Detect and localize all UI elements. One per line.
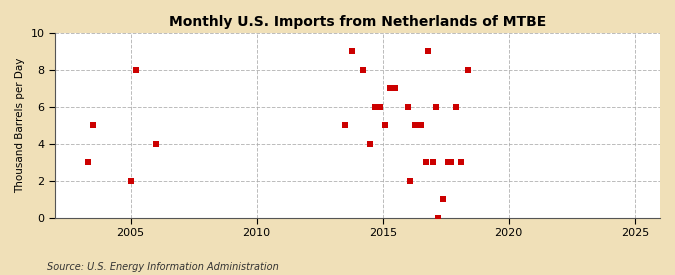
Title: Monthly U.S. Imports from Netherlands of MTBE: Monthly U.S. Imports from Netherlands of… — [169, 15, 546, 29]
Point — [380, 123, 391, 128]
Point — [433, 215, 443, 220]
Point — [438, 197, 449, 201]
Point — [423, 49, 433, 54]
Point — [370, 104, 381, 109]
Point — [87, 123, 98, 128]
Point — [428, 160, 439, 164]
Point — [446, 160, 456, 164]
Point — [430, 104, 441, 109]
Point — [125, 178, 136, 183]
Point — [463, 68, 474, 72]
Point — [450, 104, 461, 109]
Point — [420, 160, 431, 164]
Point — [340, 123, 350, 128]
Point — [390, 86, 401, 90]
Point — [151, 142, 161, 146]
Point — [130, 68, 141, 72]
Point — [364, 142, 375, 146]
Point — [402, 104, 413, 109]
Point — [385, 86, 396, 90]
Point — [82, 160, 93, 164]
Point — [375, 104, 385, 109]
Point — [443, 160, 454, 164]
Y-axis label: Thousand Barrels per Day: Thousand Barrels per Day — [15, 57, 25, 193]
Point — [415, 123, 426, 128]
Point — [347, 49, 358, 54]
Point — [456, 160, 466, 164]
Point — [357, 68, 368, 72]
Point — [410, 123, 421, 128]
Point — [405, 178, 416, 183]
Text: Source: U.S. Energy Information Administration: Source: U.S. Energy Information Administ… — [47, 262, 279, 271]
